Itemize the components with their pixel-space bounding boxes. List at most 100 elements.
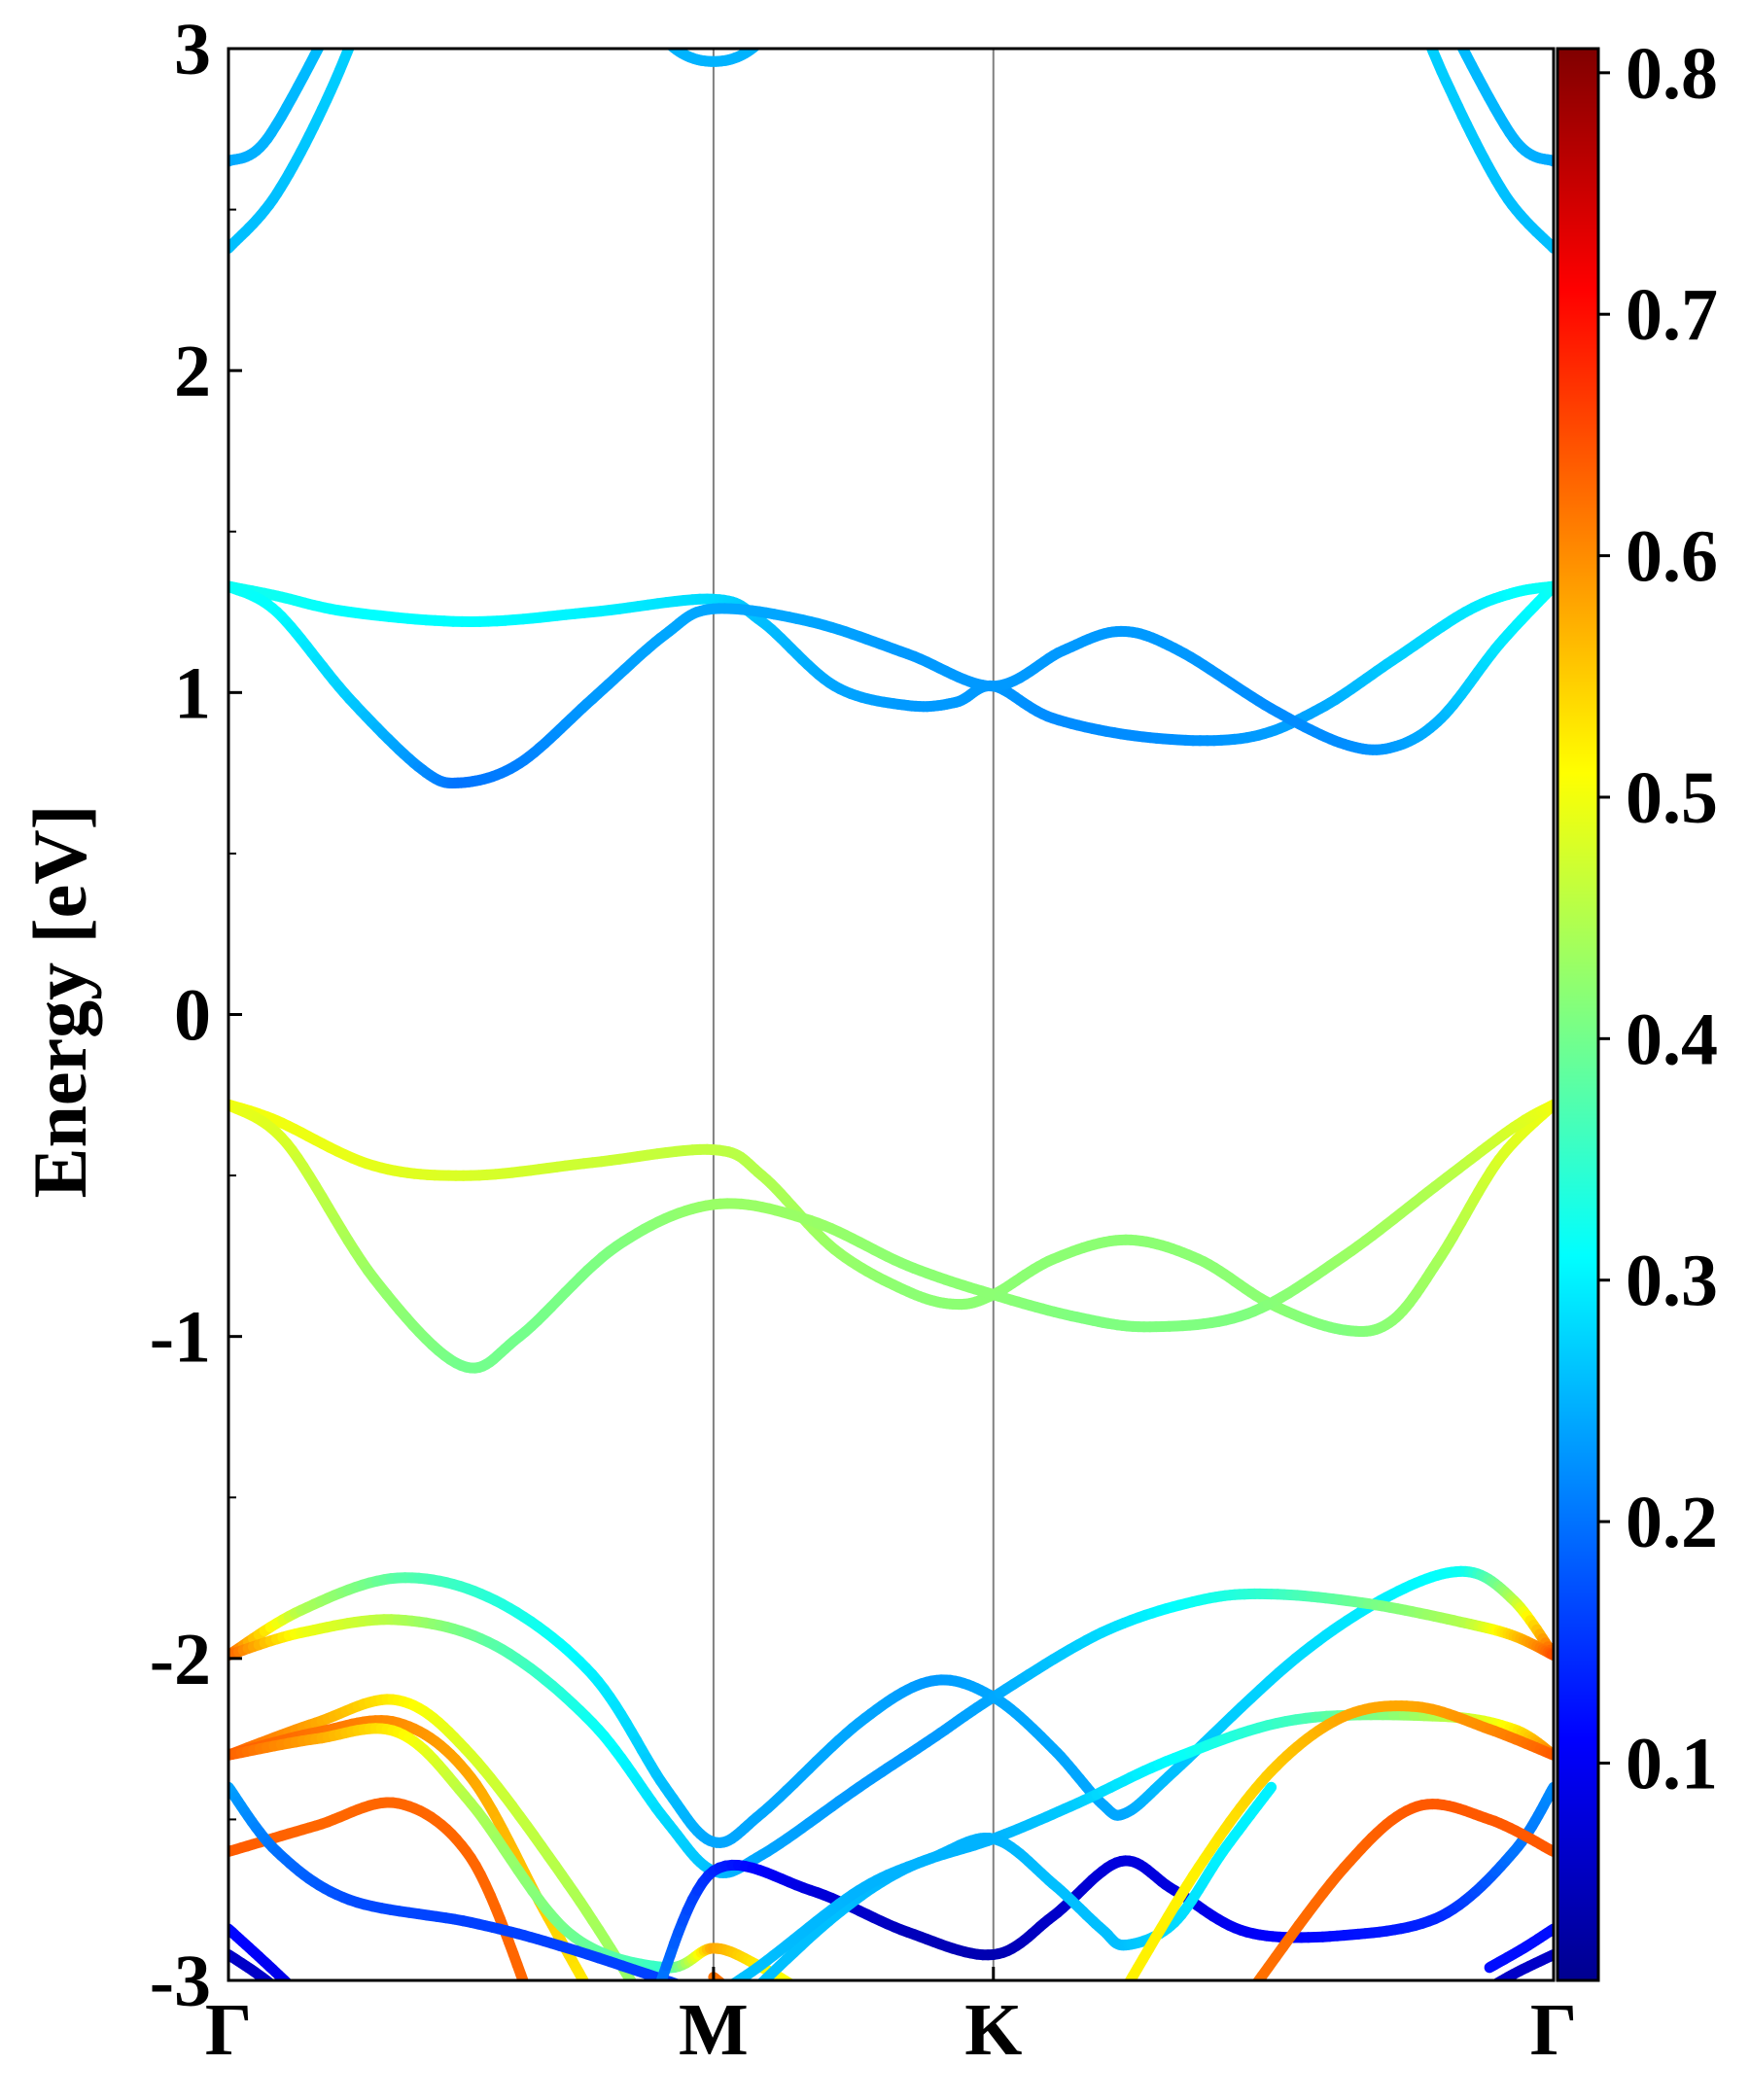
colorbar-tick-label: 0.3 [1626, 1241, 1718, 1322]
band-segment [284, 1994, 286, 1995]
band-segment [1491, 1977, 1504, 1980]
band-segment [635, 1986, 639, 1992]
band-segment [588, 1989, 590, 1993]
band-segment [344, 49, 355, 52]
y-tick-label: 1 [174, 652, 211, 734]
band-segment [1446, 17, 1449, 21]
band-line [1252, 1799, 1554, 1980]
band-segment [717, 1978, 726, 1980]
band-segment [759, 40, 762, 43]
band-segment [643, 18, 645, 19]
band-segment [309, 49, 325, 61]
band-segment [809, 1995, 811, 1996]
band-segment [267, 1978, 275, 1980]
band-segment [772, 27, 775, 30]
band-segment [1488, 1986, 1491, 1988]
colorbar-tick-label: 0.6 [1626, 516, 1718, 598]
band-segment [360, 7, 365, 20]
band-segment [720, 1979, 726, 1980]
band-segment [665, 1977, 683, 1980]
band-segment [728, 1979, 735, 1980]
band-segment [1425, 49, 1439, 57]
band-segment [1479, 1993, 1481, 1994]
band-line [228, 1565, 1554, 1848]
band-segment [1481, 1992, 1484, 1994]
band-segment [299, 1995, 300, 1996]
band-segment [769, 30, 772, 33]
band-segment [276, 1988, 278, 1990]
band-segment [281, 1977, 293, 1980]
band-segment [332, 17, 335, 21]
band-segment [1424, 31, 1429, 42]
y-tick-label: -1 [150, 1297, 211, 1379]
band-segment [647, 22, 649, 25]
band-segment [1264, 1781, 1278, 1796]
band-segment [638, 1992, 641, 1997]
colorbar-ticks: 0.8 0.7 0.6 0.5 0.4 0.3 0.2 0.1 [1598, 33, 1718, 1804]
band-segment [297, 1992, 298, 1994]
band-segment [278, 1990, 280, 1992]
band-segment [641, 17, 643, 18]
band-segment [329, 21, 332, 28]
band-segment [800, 1990, 803, 1992]
band-segment [797, 1988, 801, 1990]
kpoint-label: K [964, 1989, 1022, 2071]
band-segment [263, 1977, 275, 1980]
plot-frame [227, 47, 1556, 1982]
colorbar-tick-label: 0.5 [1626, 757, 1718, 839]
colorbar-tick-label: 0.2 [1626, 1482, 1718, 1563]
band-segment [766, 34, 769, 37]
band-segment [298, 1994, 300, 1996]
band-segment [652, 27, 655, 30]
band-segment [1121, 1991, 1124, 1997]
band-segment [752, 1989, 756, 1993]
band-segment [1475, 1996, 1477, 1997]
band-segment [1477, 1994, 1479, 1995]
band-segment [658, 34, 661, 37]
band-segment [1456, 49, 1472, 61]
band-line [655, 1781, 1554, 1997]
band-segment [527, 1991, 529, 1997]
band-segment [803, 1992, 806, 1994]
band-segment [355, 20, 360, 34]
band-segment [287, 1979, 293, 1980]
band-segment [1449, 21, 1452, 28]
band-segment [286, 1996, 287, 1997]
y-axis-title: Energy [eV] [18, 804, 102, 1198]
band-line [1121, 1700, 1554, 1997]
y-axis: 3 2 1 0 -1 -2 -3 [150, 9, 242, 2022]
band-line [1446, 17, 1554, 167]
band-segment [661, 37, 664, 40]
band-line [1475, 1949, 1554, 1997]
colorbar-tick-label: 0.8 [1626, 33, 1718, 115]
y-tick-label: 2 [174, 331, 211, 412]
band-segment [581, 1978, 589, 1980]
band-segment [791, 1979, 795, 1980]
band-segment [1484, 1990, 1487, 1992]
band-segment [295, 1990, 297, 1992]
band-segment [783, 18, 785, 19]
band-line [228, 1723, 811, 1996]
band-segment [1452, 28, 1456, 36]
band-line [1484, 1923, 1554, 1974]
band-segment [1416, 10, 1419, 20]
band-line [228, 7, 365, 254]
band-segment [785, 1978, 795, 1980]
band-line [728, 1781, 1278, 1980]
band-segment [756, 1978, 765, 1980]
kpoint-label: Γ [1530, 1989, 1577, 2071]
band-segment [728, 1977, 741, 1980]
band-segment [281, 1992, 283, 1994]
y-tick-label: 0 [174, 975, 211, 1057]
band-segment [655, 1991, 657, 1997]
plot-area: 3 2 1 0 -1 -2 -3 Γ M K Γ Energy [eV] [18, 7, 1577, 2071]
band-segment [785, 17, 787, 18]
band-segment [781, 19, 783, 21]
kpoint-label: M [679, 1989, 749, 2071]
colorbar-tick-label: 0.7 [1626, 274, 1718, 356]
band-segment [649, 24, 652, 27]
band-segment [1486, 1988, 1488, 1990]
band-line [228, 1781, 683, 1980]
band-segment [665, 40, 668, 43]
